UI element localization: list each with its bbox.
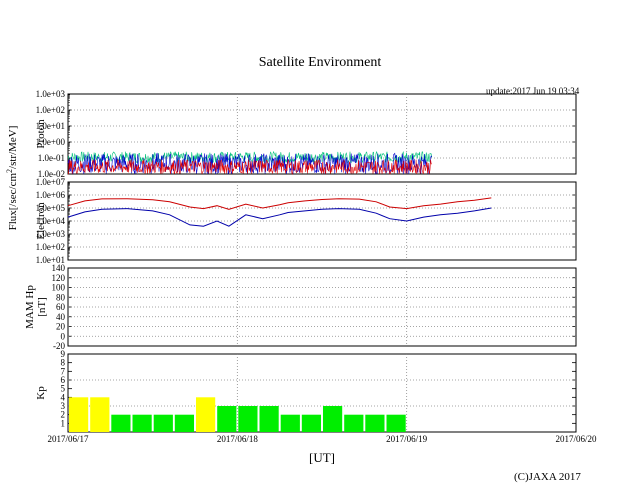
electron-frame bbox=[67, 181, 577, 261]
proton-ytick-label: 1.0e-01 bbox=[38, 153, 65, 163]
kp-bar bbox=[174, 414, 194, 432]
mam-ytick-label: 120 bbox=[52, 273, 66, 283]
proton-ytick-label: 1.0e+03 bbox=[36, 89, 66, 99]
mam-ytick-label: 20 bbox=[56, 322, 66, 332]
kp-ylabel: Kp bbox=[35, 386, 47, 400]
proton-ytick-label: 1.0e+01 bbox=[36, 121, 65, 131]
flux-label-start: Flux[/sec/cm bbox=[7, 173, 19, 231]
proton-series-2 bbox=[67, 158, 432, 176]
electron-ytick-label: 1.0e+07 bbox=[36, 177, 66, 187]
x-tick-label: 2017/06/20 bbox=[555, 434, 597, 444]
electron-ytick-label: 1.0e+01 bbox=[36, 255, 65, 265]
kp-bar bbox=[259, 406, 279, 432]
electron-ytick-label: 1.0e+06 bbox=[36, 190, 66, 200]
x-tick-label: 2017/06/17 bbox=[47, 434, 89, 444]
kp-bar bbox=[238, 406, 258, 432]
x-tick-label: 2017/06/18 bbox=[217, 434, 259, 444]
electron-ytick-label: 1.0e+03 bbox=[36, 229, 66, 239]
proton-ylabel: Proton bbox=[35, 119, 47, 149]
electron-series-1 bbox=[67, 207, 492, 227]
kp-bar bbox=[280, 414, 300, 432]
kp-bar bbox=[90, 397, 110, 432]
kp-bar bbox=[196, 397, 216, 432]
proton-ytick-label: 1.0e+02 bbox=[36, 105, 65, 115]
kp-ytick-label: 2 bbox=[61, 410, 66, 420]
proton-frame bbox=[67, 93, 577, 175]
mam-ytick-label: 80 bbox=[56, 292, 66, 302]
kp-ytick-label: 5 bbox=[61, 384, 66, 394]
proton-ytick-label: 1.0e+00 bbox=[36, 137, 66, 147]
electron-ytick-label: 1.0e+05 bbox=[36, 203, 66, 213]
kp-ytick-label: 4 bbox=[61, 392, 66, 402]
kp-bar bbox=[217, 406, 237, 432]
chart-title: Satellite Environment bbox=[259, 55, 382, 70]
mam-ytick-label: 100 bbox=[52, 283, 66, 293]
mam-ytick-label: 0 bbox=[61, 331, 66, 341]
chart-panels: 1.0e-02 1.0e-01 1.0e+00 1.0e+01 1.0e+02 1.0e+… bbox=[24, 89, 577, 433]
kp-bar bbox=[301, 414, 321, 432]
kp-bar bbox=[323, 406, 343, 432]
electron-ylabel: Electron bbox=[35, 202, 47, 240]
proton-ytick-label: 1.0e-02 bbox=[38, 169, 65, 179]
kp-frame bbox=[67, 353, 577, 433]
mam-ytick-label: 140 bbox=[52, 263, 66, 273]
kp-bar bbox=[344, 414, 364, 432]
flux-axis-label: Flux[/sec/cm2/str/MeV] bbox=[5, 126, 19, 231]
mam-ytick-label: 40 bbox=[56, 312, 66, 322]
mam-unit: [nT] bbox=[36, 297, 48, 317]
kp-bar bbox=[386, 414, 406, 432]
proton-series-1 bbox=[67, 152, 433, 175]
kp-ytick-label: 8 bbox=[61, 358, 66, 368]
kp-bar bbox=[153, 414, 173, 432]
x-tick-label: 2017/06/19 bbox=[386, 434, 428, 444]
kp-ytick-label: 3 bbox=[61, 401, 66, 411]
mam-ytick-label: 60 bbox=[56, 302, 66, 312]
kp-ytick-label: 1 bbox=[61, 418, 66, 428]
kp-ytick-label: 7 bbox=[61, 366, 66, 376]
flux-label-end: /str/MeV] bbox=[7, 126, 19, 169]
kp-bar bbox=[365, 414, 385, 432]
x-axis-ticks: 2017/06/17 2017/06/18 2017/06/19 2017/06/20 bbox=[47, 434, 597, 444]
kp-bar bbox=[69, 397, 89, 432]
electron-ytick-label: 1.0e+02 bbox=[36, 242, 65, 252]
electron-ytick-label: 1.0e+04 bbox=[36, 216, 66, 226]
kp-bar bbox=[132, 414, 152, 432]
x-axis-label: [UT] bbox=[309, 450, 335, 465]
flux-label-sup: 2 bbox=[5, 169, 14, 173]
electron-series-0 bbox=[67, 197, 492, 210]
mam-ylabel: MAM Hp bbox=[24, 285, 36, 329]
mam-frame bbox=[67, 267, 577, 347]
update-timestamp: update:2017 Jun 19 03:34 bbox=[486, 86, 580, 96]
kp-bar bbox=[111, 414, 131, 432]
kp-ytick-label: 6 bbox=[61, 375, 66, 385]
copyright: (C)JAXA 2017 bbox=[514, 471, 581, 483]
kp-ytick-label: 9 bbox=[61, 349, 66, 359]
mam-ytick-label: -20 bbox=[53, 341, 65, 351]
